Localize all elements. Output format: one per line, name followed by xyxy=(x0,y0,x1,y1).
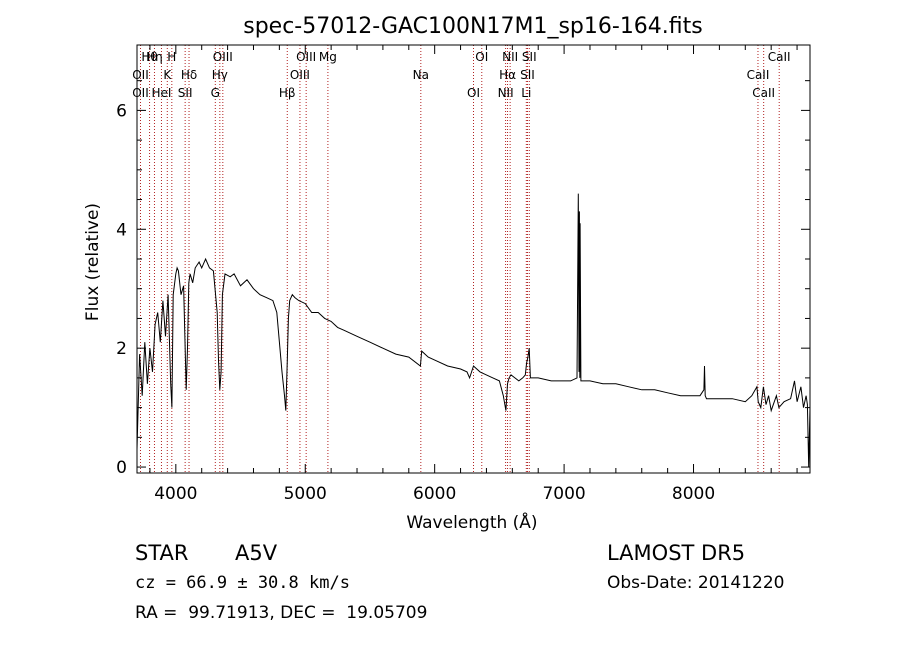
line-label: HeI xyxy=(151,86,171,100)
y-axis: 0 2 4 6 xyxy=(116,80,810,478)
line-label: K xyxy=(163,68,172,82)
line-label: Hθ xyxy=(141,50,157,64)
line-label: OIII xyxy=(213,50,233,64)
line-label: Li xyxy=(521,86,531,100)
line-label: Mg xyxy=(319,50,337,64)
line-label: Hδ xyxy=(181,68,197,82)
y-tick-label: 4 xyxy=(116,220,127,240)
line-label: SII xyxy=(522,50,537,64)
line-label: OIII xyxy=(290,68,310,82)
y-tick-label: 0 xyxy=(116,458,127,478)
chart-title: spec-57012-GAC100N17M1_sp16-164.fits xyxy=(243,14,703,39)
line-label: OIII xyxy=(296,50,316,64)
line-label: OII xyxy=(132,68,149,82)
object-subclass: A5V xyxy=(235,541,278,565)
line-label: NII xyxy=(498,86,514,100)
line-label: CaII xyxy=(768,50,791,64)
coordinates: RA = 99.71913, DEC = 19.05709 xyxy=(135,603,428,623)
x-axis-label: Wavelength (Å) xyxy=(406,511,537,533)
line-label: SII xyxy=(520,68,535,82)
line-label: NII xyxy=(502,50,518,64)
line-label: OII xyxy=(132,86,149,100)
x-axis: 4000 5000 6000 7000 8000 xyxy=(149,45,798,504)
line-labels: Hθ OII OII HηK HeI H Hδ SII OIII Hγ G OIII OIII Hβ Mg N… xyxy=(132,50,790,100)
line-label: CaII xyxy=(747,68,770,82)
line-label: H xyxy=(167,50,176,64)
line-label: Hβ xyxy=(279,86,296,100)
y-axis-label: Flux (relative) xyxy=(83,203,103,321)
line-label: CaII xyxy=(752,86,775,100)
survey-name: LAMOST DR5 xyxy=(607,541,746,565)
line-label: Hη xyxy=(146,50,163,64)
redshift-velocity: cz = 66.9 ± 30.8 km/s xyxy=(135,573,350,593)
x-tick-label: 6000 xyxy=(413,484,456,504)
spectrum-line xyxy=(136,193,811,468)
x-tick-label: 8000 xyxy=(672,484,715,504)
x-tick-label: 5000 xyxy=(284,484,327,504)
y-tick-label: 2 xyxy=(116,339,127,359)
y-tick-label: 6 xyxy=(116,101,127,121)
observation-date: Obs-Date: 20141220 xyxy=(607,573,785,593)
emission-line-markers xyxy=(139,45,780,473)
object-class: STAR xyxy=(135,541,189,565)
x-tick-label: 4000 xyxy=(154,484,197,504)
line-label: SII xyxy=(178,86,193,100)
line-label: OI xyxy=(467,86,480,100)
line-label: Na xyxy=(413,68,429,82)
line-label: G xyxy=(211,86,220,100)
line-label: Hα xyxy=(499,68,516,82)
x-tick-label: 7000 xyxy=(542,484,585,504)
line-label: Hγ xyxy=(212,68,228,82)
line-label: OI xyxy=(475,50,488,64)
